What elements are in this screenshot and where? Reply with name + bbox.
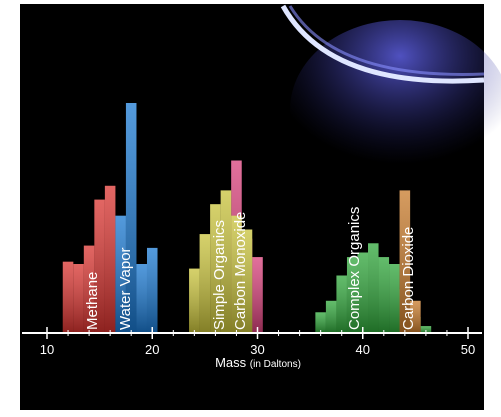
bar-shade: [189, 268, 200, 333]
bars: Methane Water Vapor Carbon MonoxideSimple …: [62, 103, 432, 333]
bar-shade: [146, 247, 158, 333]
bar-shade: [410, 300, 421, 333]
plume: [290, 20, 501, 200]
x-axis: 10 20 30 40 50: [22, 327, 482, 357]
series-label: Simple Organics: [211, 220, 228, 330]
bar-shade: [220, 190, 232, 333]
x-tick-label: 40: [356, 342, 370, 357]
series-label: Complex Organics: [346, 207, 363, 330]
bar-shade: [231, 215, 242, 333]
x-tick-label: 10: [40, 342, 54, 357]
moon-limb: [280, 4, 485, 84]
bar-shade: [368, 243, 379, 333]
bar-shade: [336, 275, 347, 333]
bar-shade: [357, 252, 369, 333]
series-label: Methane: [84, 272, 101, 330]
bar-shade: [399, 190, 411, 333]
bar-shade: [125, 103, 137, 333]
bar-shade: [199, 234, 211, 333]
moon-limb-glow: [288, 5, 485, 76]
x-axis-unit: (in Daltons): [250, 359, 301, 370]
bar-shade: [378, 257, 390, 333]
bar-shade: [73, 264, 84, 333]
bar-shade: [420, 326, 432, 333]
bar-shade: [315, 312, 326, 333]
x-axis-title: Mass (in Daltons): [215, 355, 301, 370]
bar-shade: [136, 264, 147, 333]
bar-shade: [325, 300, 337, 333]
x-tick-label: 20: [145, 342, 159, 357]
bar-shade: [94, 199, 105, 333]
bar-shade: [252, 257, 263, 333]
bar-shade: [62, 261, 74, 333]
bar-shade: [389, 264, 400, 333]
x-axis-label: Mass: [215, 355, 247, 370]
series-label: Carbon Dioxide: [400, 227, 417, 330]
bar-shade: [346, 257, 358, 333]
x-tick-label: 30: [250, 342, 264, 357]
series-label: Water Vapor: [117, 247, 134, 330]
bar-shade: [241, 229, 253, 333]
series-label: Carbon Monoxide: [232, 212, 249, 330]
bar-shade: [83, 245, 95, 333]
bar-shade: [210, 204, 221, 333]
bar-shade: [115, 215, 126, 333]
x-tick-label: 50: [461, 342, 475, 357]
bar-shade: [104, 185, 116, 333]
